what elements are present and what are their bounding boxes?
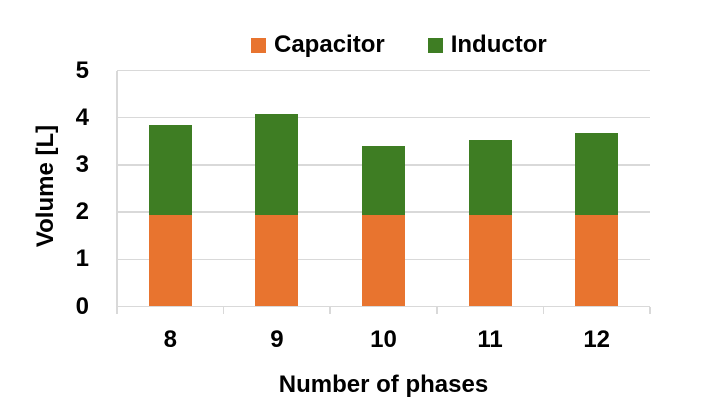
bar-capacitor-phase-10: [362, 215, 405, 307]
x-axis-line: [117, 305, 650, 308]
bar-capacitor-phase-8: [148, 215, 192, 307]
y-tick-label-3: 3: [75, 150, 89, 178]
x-axis-tick: [436, 306, 438, 314]
bar-capacitor-phase-9: [255, 215, 299, 307]
legend-item-inductor: Inductor: [427, 31, 547, 58]
bar-inductor-phase-12: [575, 133, 619, 216]
x-tick-label-12: 12: [583, 326, 611, 353]
x-axis-tick: [542, 306, 545, 314]
bar-capacitor-phase-12: [575, 215, 619, 307]
x-tick-label-11: 11: [477, 326, 503, 353]
legend-label: Inductor: [450, 31, 547, 58]
bar-inductor-phase-11: [468, 140, 512, 216]
x-tick-label-10: 10: [370, 326, 397, 353]
gridline-y5: [117, 69, 650, 72]
gridline-y4: [117, 116, 650, 119]
bar-inductor-phase-8: [148, 125, 192, 216]
legend-swatch-inductor: [427, 37, 443, 53]
x-tick-label-8: 8: [163, 326, 177, 353]
x-axis-tick: [649, 306, 651, 314]
y-tick-label-2: 2: [75, 198, 89, 226]
bar-inductor-phase-9: [255, 113, 299, 216]
y-tick-label-5: 5: [75, 56, 89, 84]
y-tick-label-0: 0: [75, 292, 89, 320]
y-axis-line: [116, 70, 118, 314]
y-axis-title: Volume [L]: [32, 124, 59, 248]
x-tick-label-9: 9: [270, 326, 284, 353]
y-tick-label-1: 1: [75, 245, 89, 273]
legend-label: Capacitor: [274, 31, 385, 58]
x-axis-tick: [222, 306, 225, 314]
bar-inductor-phase-10: [362, 146, 405, 216]
x-axis-title: Number of phases: [278, 371, 489, 398]
legend-item-capacitor: Capacitor: [251, 33, 385, 57]
bar-capacitor-phase-11: [468, 215, 512, 307]
x-axis-tick: [329, 306, 331, 314]
legend-swatch-capacitor: [251, 37, 266, 53]
legend: Capacitor Inductor: [251, 33, 547, 57]
y-tick-label-4: 4: [75, 103, 89, 131]
